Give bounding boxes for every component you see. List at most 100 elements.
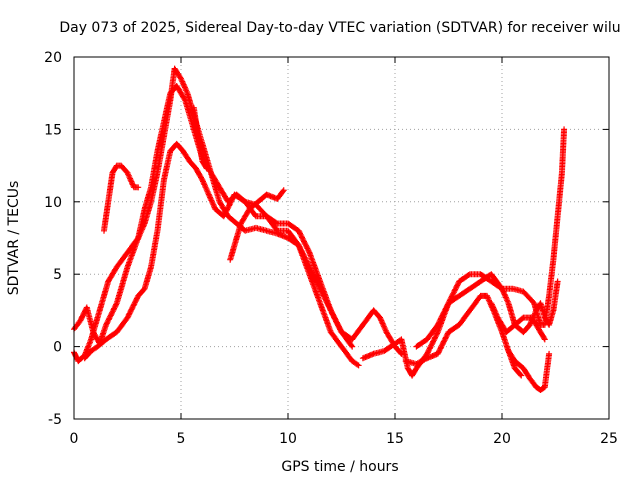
marker-segment xyxy=(182,97,197,131)
marker-segment xyxy=(167,67,178,104)
marker-segment xyxy=(101,200,111,234)
y-axis-label: SDTVAR / TECUs xyxy=(6,181,22,296)
marker-segment xyxy=(88,323,98,343)
marker-segment xyxy=(195,133,206,163)
marker-segment xyxy=(511,365,524,378)
y-tick-label: -5 xyxy=(48,412,62,428)
marker-point xyxy=(541,336,548,343)
marker-segment xyxy=(205,191,218,211)
marker-segment xyxy=(141,200,154,227)
series-track-10 xyxy=(488,300,548,343)
marker-point xyxy=(554,278,561,285)
marker-segment xyxy=(103,301,120,328)
marker-segment xyxy=(505,347,518,370)
x-tick-label: 25 xyxy=(600,431,618,447)
marker-segment xyxy=(466,294,483,314)
y-tick-label: 5 xyxy=(53,267,62,283)
marker-segment xyxy=(141,185,154,212)
marker-segment xyxy=(98,279,111,307)
marker-segment xyxy=(550,214,561,263)
marker-segment xyxy=(285,220,301,233)
marker-segment xyxy=(546,258,557,299)
marker-segment xyxy=(550,280,561,314)
marker-segment xyxy=(466,279,483,292)
marker-segment xyxy=(180,148,192,163)
marker-segment xyxy=(193,165,205,182)
marker-segment xyxy=(409,366,419,379)
marker-segment xyxy=(338,343,355,363)
series-track-3 xyxy=(81,140,405,362)
marker-segment xyxy=(488,300,501,320)
marker-point xyxy=(135,184,142,191)
marker-segment xyxy=(306,249,323,283)
marker-segment xyxy=(541,352,552,391)
marker-point xyxy=(349,343,356,350)
marker-segment xyxy=(81,349,94,362)
marker-segment xyxy=(227,243,238,263)
y-tick-label: 20 xyxy=(44,50,62,66)
marker-segment xyxy=(306,271,323,305)
marker-segment xyxy=(113,265,131,307)
marker-segment xyxy=(94,337,108,350)
marker-segment xyxy=(135,286,147,299)
marker-segment xyxy=(494,314,509,334)
y-tick-label: 15 xyxy=(44,122,62,138)
marker-segment xyxy=(199,177,212,197)
marker-segment xyxy=(520,322,532,336)
marker-segment xyxy=(160,149,173,184)
marker-point xyxy=(518,372,525,379)
marker-segment xyxy=(537,329,548,342)
marker-segment xyxy=(295,227,312,255)
marker-segment xyxy=(349,358,361,368)
marker-segment xyxy=(499,329,511,353)
marker-segment xyxy=(148,149,161,191)
marker-segment xyxy=(505,300,518,327)
marker-segment xyxy=(124,236,141,256)
marker-segment xyxy=(488,271,505,291)
marker-segment xyxy=(520,288,536,305)
marker-segment xyxy=(456,286,472,299)
marker-segment xyxy=(377,314,389,334)
marker-point xyxy=(546,350,553,357)
marker-point xyxy=(561,126,568,133)
x-tick-label: 5 xyxy=(177,431,186,447)
marker-segment xyxy=(327,329,344,349)
marker-segment xyxy=(173,83,188,103)
x-tick-label: 20 xyxy=(493,431,511,447)
marker-segment xyxy=(317,278,334,312)
marker-segment xyxy=(511,315,526,328)
marker-segment xyxy=(113,315,130,336)
marker-segment xyxy=(135,222,147,241)
marker-segment xyxy=(529,314,543,334)
marker-segment xyxy=(124,294,141,321)
x-tick-label: 0 xyxy=(70,431,79,447)
y-tick-label: 0 xyxy=(53,340,62,356)
marker-segment xyxy=(381,341,397,354)
marker-segment xyxy=(216,184,231,204)
marker-segment xyxy=(173,140,186,154)
x-tick-label: 15 xyxy=(386,431,404,447)
marker-segment xyxy=(113,250,130,270)
marker-segment xyxy=(370,307,383,320)
marker-segment xyxy=(118,162,130,175)
marker-segment xyxy=(109,163,120,176)
marker-segment xyxy=(445,293,461,307)
marker-segment xyxy=(424,323,440,343)
marker-segment xyxy=(124,169,137,189)
marker-segment xyxy=(225,213,239,226)
marker-segment xyxy=(359,308,376,328)
marker-segment xyxy=(546,308,556,328)
marker-segment xyxy=(186,158,199,171)
marker-segment xyxy=(220,192,237,220)
tick-labels: 0 5 10 15 20 25 -5 0 5 10 15 20 xyxy=(44,50,618,447)
marker-segment xyxy=(445,322,461,336)
marker-segment xyxy=(434,330,451,357)
marker-segment xyxy=(154,135,167,176)
marker-segment xyxy=(424,330,441,357)
marker-segment xyxy=(148,229,161,270)
series-track-5 xyxy=(190,104,210,172)
marker-segment xyxy=(148,171,161,205)
marker-segment xyxy=(231,222,244,249)
